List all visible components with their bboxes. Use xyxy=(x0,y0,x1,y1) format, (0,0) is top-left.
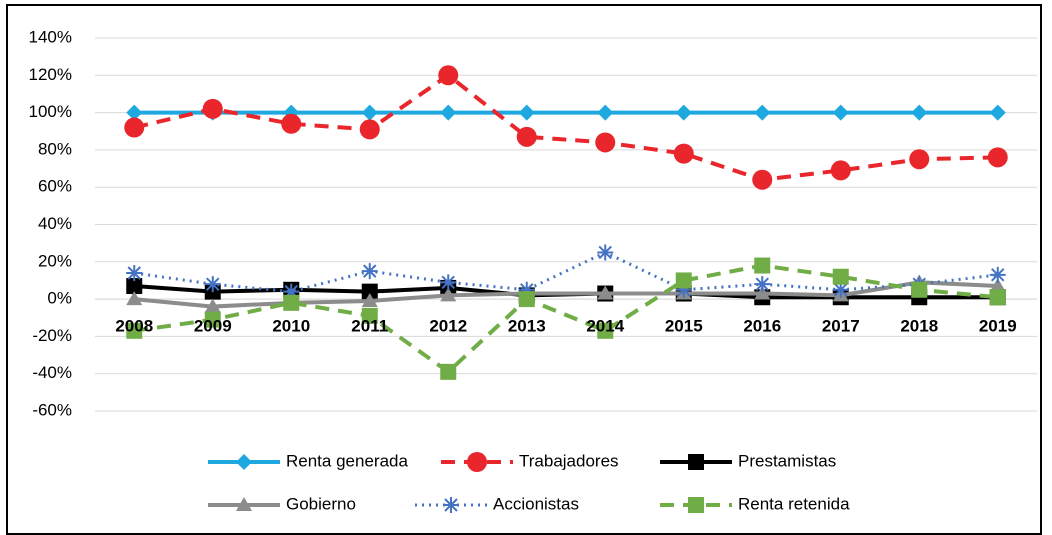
y-tick-label: -60% xyxy=(32,400,72,419)
data-point xyxy=(361,292,378,307)
data-point xyxy=(204,311,221,328)
y-tick-label: 140% xyxy=(29,27,72,46)
data-point xyxy=(989,104,1006,121)
data-point xyxy=(597,104,614,121)
x-tick-label: 2011 xyxy=(351,317,388,336)
data-point xyxy=(675,272,692,289)
y-tick-label: -20% xyxy=(32,326,72,345)
legend-marker xyxy=(688,497,704,513)
data-point xyxy=(126,278,143,295)
y-tick-label: 120% xyxy=(29,65,72,84)
legend-marker xyxy=(467,452,487,472)
y-tick-label: 40% xyxy=(38,214,72,233)
legend-label: Renta retenida xyxy=(738,494,850,513)
data-point xyxy=(126,264,143,281)
data-point xyxy=(361,307,378,324)
series-line xyxy=(133,72,998,182)
y-tick-label: 20% xyxy=(38,251,72,270)
data-point xyxy=(911,104,928,121)
data-point xyxy=(440,287,457,302)
legend-marker xyxy=(443,497,459,513)
legend-label: Accionistas xyxy=(493,494,579,513)
data-point xyxy=(832,281,849,298)
y-tick-label: -40% xyxy=(32,363,72,382)
data-point xyxy=(361,283,378,300)
x-tick-label: 2016 xyxy=(743,317,781,336)
data-point xyxy=(675,104,692,121)
x-tick-label: 2008 xyxy=(115,317,153,336)
x-tick-label: 2009 xyxy=(194,317,232,336)
data-point xyxy=(518,281,535,298)
data-point xyxy=(754,276,771,293)
legend-label: Trabajadores xyxy=(519,451,619,470)
x-tick-label: 2019 xyxy=(979,317,1017,336)
data-point xyxy=(518,104,535,121)
data-point xyxy=(126,104,143,121)
data-point xyxy=(832,104,849,121)
series-line xyxy=(133,263,998,375)
data-point xyxy=(597,285,614,300)
data-point xyxy=(911,281,928,298)
data-point xyxy=(126,291,143,306)
data-point xyxy=(597,322,614,339)
legend-marker xyxy=(236,497,252,511)
y-tick-label: 80% xyxy=(38,139,72,158)
y-tick-label: 60% xyxy=(38,177,72,196)
x-tick-label: 2018 xyxy=(900,317,938,336)
data-point xyxy=(754,285,771,300)
data-point xyxy=(832,268,849,285)
series-line xyxy=(134,280,998,309)
data-point xyxy=(518,291,535,308)
data-point xyxy=(438,65,459,86)
legend-label: Gobierno xyxy=(286,494,356,513)
data-point xyxy=(440,363,457,380)
x-tick-label: 2013 xyxy=(508,317,546,336)
x-tick-label: 2015 xyxy=(665,317,703,336)
legend-marker xyxy=(236,454,252,470)
data-point xyxy=(987,147,1008,168)
data-point xyxy=(989,266,1006,283)
data-point xyxy=(909,149,930,170)
legend-label: Renta generada xyxy=(286,451,408,470)
data-point xyxy=(361,263,378,280)
y-tick-label: 0% xyxy=(47,289,72,308)
x-tick-label: 2010 xyxy=(272,317,310,336)
data-point xyxy=(440,274,457,291)
data-point xyxy=(675,281,692,298)
data-point xyxy=(281,113,302,134)
chart-frame xyxy=(6,4,1042,535)
data-point xyxy=(361,104,378,121)
data-point xyxy=(283,283,300,300)
data-point xyxy=(283,294,300,311)
data-point xyxy=(204,276,221,293)
data-point xyxy=(202,98,223,119)
data-point xyxy=(440,104,457,121)
data-point xyxy=(124,117,145,138)
data-point xyxy=(754,104,771,121)
data-point xyxy=(126,322,143,339)
data-point xyxy=(989,289,1006,306)
legend-label: Prestamistas xyxy=(738,451,836,470)
x-tick-label: 2012 xyxy=(429,317,467,336)
data-point xyxy=(597,244,614,261)
y-tick-label: 100% xyxy=(29,102,72,121)
x-tick-label: 2014 xyxy=(586,317,624,336)
legend-marker xyxy=(688,454,704,470)
data-point xyxy=(516,126,537,147)
data-point xyxy=(595,132,616,153)
data-point xyxy=(359,119,380,140)
data-point xyxy=(752,169,773,190)
data-point xyxy=(204,298,221,313)
data-point xyxy=(989,278,1006,293)
x-tick-label: 2017 xyxy=(822,317,860,336)
data-point xyxy=(830,160,851,181)
data-point xyxy=(754,257,771,274)
data-point xyxy=(673,143,694,164)
